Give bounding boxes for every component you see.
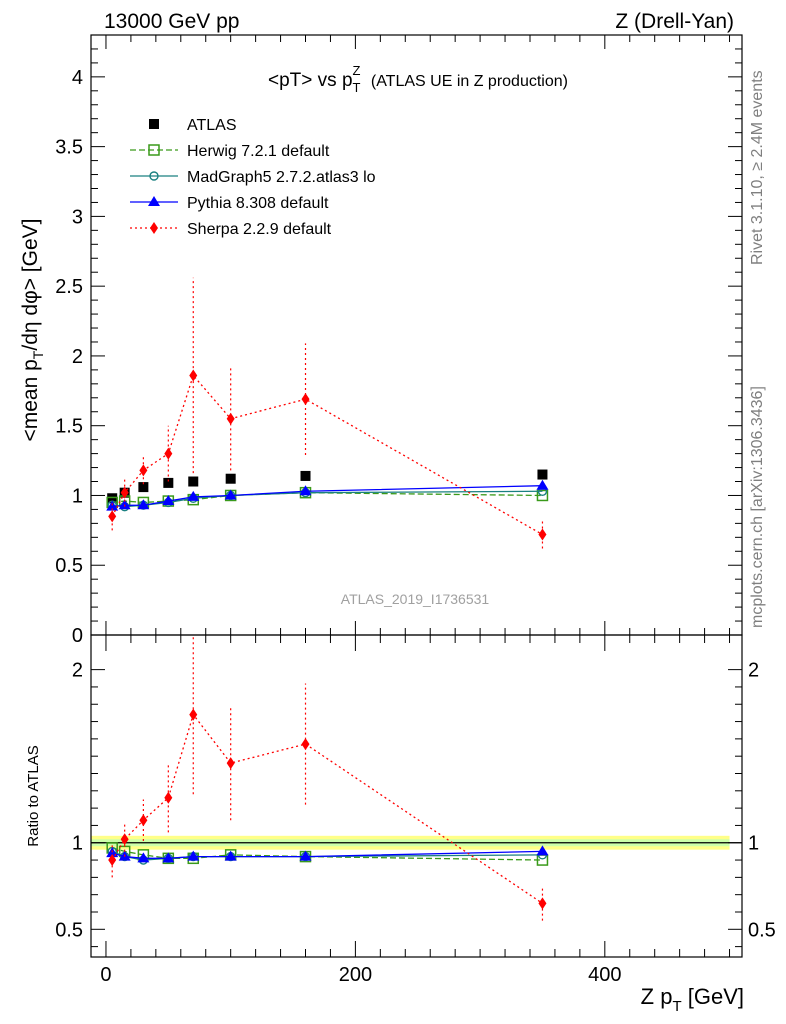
legend-label-herwig: Herwig 7.2.1 default: [187, 143, 330, 160]
rivet-label: Rivet 3.1.10, ≥ 2.4M events: [749, 70, 766, 265]
sherpa-line: [111, 374, 543, 536]
legend-marker-sherpa: [150, 222, 158, 234]
header-right: Z (Drell-Yan): [615, 10, 734, 33]
y-tick-label: 4: [72, 67, 83, 89]
ratio-sherpa-line: [111, 713, 543, 904]
y-tick-label: 1: [72, 485, 83, 507]
ratio-y-tick-label: 2: [72, 660, 83, 682]
legend-label-pythia: Pythia 8.308 default: [187, 195, 329, 212]
ratio-y-axis-label: Ratio to ATLAS: [25, 745, 42, 846]
y-tick-label: 3.5: [55, 137, 83, 159]
sherpa-point: [301, 393, 310, 406]
ratio-y-tick-label: 0.5: [55, 919, 83, 941]
legend-label-atlas: ATLAS: [187, 117, 237, 134]
legend-label-sherpa: Sherpa 2.2.9 default: [187, 221, 332, 238]
ratio-panel: 0.5 0.5 1 1 2 2 0 200 400 Ratio to ATLAS: [25, 634, 776, 986]
pythia-point: [536, 479, 549, 490]
legend-marker-atlas: [149, 119, 159, 129]
legend-marker-herwig: [148, 144, 160, 156]
x-tick-label: 0: [100, 964, 111, 986]
ratio-pythia-point: [536, 845, 549, 856]
ratio-pythia-point: [299, 850, 312, 861]
atlas-point: [138, 482, 149, 493]
pythia-point: [162, 495, 175, 506]
legend-marker-pythia: [148, 196, 160, 206]
x-axis-label: Z pT [GeV]: [641, 984, 744, 1015]
x-tick-label: 400: [588, 964, 621, 986]
pythia-point: [118, 499, 131, 510]
sherpa-point: [538, 528, 547, 541]
ratio-y-tick-label-right: 2: [748, 660, 759, 682]
ratio-pythia-point: [162, 852, 175, 863]
y-tick-label: 0: [72, 625, 83, 647]
ratio-sherpa-point: [301, 738, 310, 751]
pythia-point: [299, 485, 312, 496]
herwig-point: [536, 489, 549, 502]
main-y-axis-label: <mean pT/dη dφ> [GeV]: [19, 219, 46, 442]
atlas-point: [163, 477, 174, 488]
x-tick-label: 200: [339, 964, 372, 986]
main-title: <pT> vs pTZ (ATLAS UE in Z production): [268, 63, 568, 95]
atlas-point: [188, 476, 199, 487]
legend: ATLAS Herwig 7.2.1 default MadGraph5 2.7.2…: [130, 117, 376, 238]
ratio-sherpa-point: [108, 854, 117, 867]
legend-marker-madgraph5: [149, 171, 159, 181]
ratio-sherpa-point: [120, 833, 129, 846]
ratio-sherpa-point: [139, 814, 148, 827]
pythia-point: [187, 490, 200, 501]
ratio-sherpa-point: [538, 897, 547, 910]
ratio-pythia-point: [187, 850, 200, 861]
sherpa-point: [226, 412, 235, 425]
ratio-pythia-point: [224, 850, 237, 861]
y-tick-label: 2: [72, 346, 83, 368]
legend-label-madgraph5: MadGraph5 2.7.2.atlas3 lo: [187, 169, 376, 186]
mcplots-label: mcplots.cern.ch [arXiv:1306.3436]: [749, 386, 766, 628]
pythia-line: [112, 485, 543, 508]
atlas-point: [107, 493, 118, 504]
sherpa-point: [189, 369, 198, 382]
atlas-point: [300, 470, 311, 481]
sherpa-point: [120, 486, 129, 499]
ratio-y-tick-label-right: 1: [748, 833, 759, 855]
atlas-point: [225, 473, 236, 484]
atlas-point: [537, 469, 548, 480]
ratio-panel-frame: [90, 634, 743, 958]
ratio-pythia-point: [137, 852, 150, 863]
pythia-point: [137, 499, 150, 510]
main-panel: 0 0.5 1 1.5 2 2.5 3 3.5 4 <pT> vs pTZ (ATLAS UE …: [19, 34, 743, 647]
sherpa-point: [108, 510, 117, 523]
ratio-y-tick-label: 1: [72, 833, 83, 855]
sherpa-point: [139, 464, 148, 477]
sherpa-point: [164, 447, 173, 460]
ratio-sherpa-point: [164, 791, 173, 804]
y-tick-label: 2.5: [55, 276, 83, 298]
analysis-watermark: ATLAS_2019_I1736531: [341, 591, 490, 607]
madgraph5-line: [112, 490, 543, 508]
y-tick-label: 0.5: [55, 555, 83, 577]
ratio-y-tick-label-right: 0.5: [748, 919, 776, 941]
ratio-sherpa-point: [189, 708, 198, 721]
y-tick-label: 3: [72, 206, 83, 228]
pythia-point: [106, 500, 119, 511]
ratio-sherpa-point: [226, 757, 235, 770]
header-left: 13000 GeV pp: [104, 10, 239, 33]
y-tick-label: 1.5: [55, 416, 83, 438]
pythia-point: [224, 489, 237, 500]
